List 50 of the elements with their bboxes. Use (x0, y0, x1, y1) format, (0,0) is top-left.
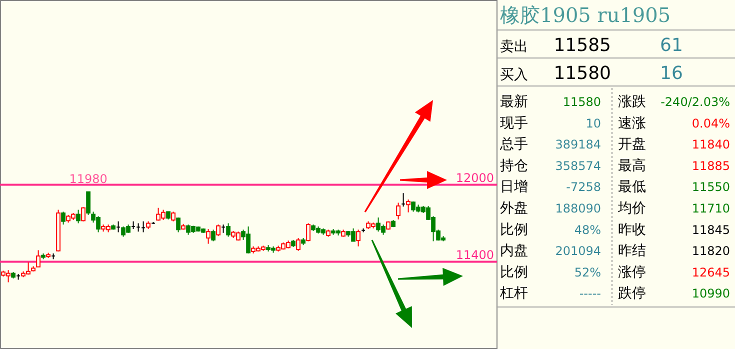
text: 卖出 (500, 39, 528, 55)
text: 11580 (554, 63, 611, 84)
text: 买入 (500, 67, 528, 83)
text: 跌停 (618, 286, 646, 302)
text: 16 (660, 63, 683, 84)
text: 11710 (692, 202, 730, 216)
text: 开盘 (618, 136, 646, 153)
text: 11550 (692, 180, 730, 194)
text: 10 (586, 116, 601, 130)
text: 涨停 (618, 264, 646, 280)
text: 358574 (555, 158, 601, 173)
text: 昨结 (618, 243, 646, 260)
text: 11885 (692, 158, 730, 173)
text: 11820 (692, 244, 730, 258)
text: 最高 (618, 158, 646, 174)
text: 持仓 (500, 158, 528, 174)
ref-line-label: 11400 (456, 248, 494, 262)
text: 11840 (692, 138, 730, 152)
text: 均价 (617, 200, 646, 216)
text: 10990 (692, 286, 730, 301)
annotation: 11980 (69, 172, 108, 186)
text: 48% (574, 222, 601, 237)
text: 11585 (554, 35, 611, 56)
text: 11845 (692, 222, 730, 237)
text: 涨跌 (618, 94, 646, 110)
text: 现手 (500, 115, 528, 132)
text: 比例 (500, 222, 528, 238)
text: 52% (574, 265, 601, 280)
text: ----- (579, 286, 601, 301)
text: 188090 (555, 202, 601, 216)
text: 日增 (500, 179, 528, 196)
text: 201094 (555, 244, 601, 258)
text: 12645 (692, 265, 730, 280)
text: 比例 (500, 264, 528, 280)
text: -7258 (566, 180, 601, 194)
text: 外盘 (500, 200, 528, 216)
text: 61 (660, 35, 683, 56)
text: 最低 (618, 179, 646, 196)
text: 橡胶1905 ru1905 (500, 3, 671, 27)
text: 389184 (555, 138, 601, 152)
text: 速涨 (618, 115, 646, 132)
text: 11580 (562, 95, 601, 109)
text: 最新 (500, 94, 528, 110)
text: 总手 (499, 136, 528, 153)
text: 内盘 (500, 243, 528, 260)
text: 0.04% (692, 116, 730, 130)
ref-line-label: 12000 (456, 170, 494, 185)
text: 昨收 (618, 222, 646, 238)
text: -240/2.03% (660, 95, 730, 109)
text: 杠杆 (499, 286, 528, 302)
